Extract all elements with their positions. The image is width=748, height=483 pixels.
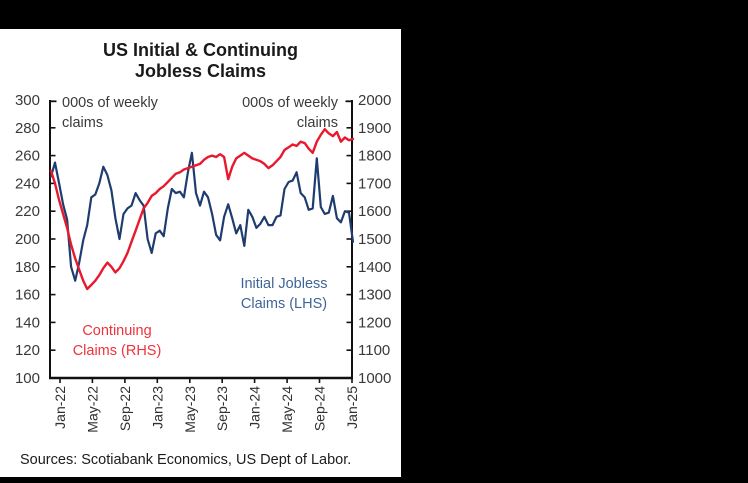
x-axis-tick-label: Jan-25 bbox=[344, 386, 360, 429]
initial-claims-line bbox=[49, 151, 355, 282]
x-axis-tick-label: Sep-22 bbox=[117, 386, 133, 431]
right-axis-tick-label: 1400 bbox=[358, 259, 391, 276]
left-axis-tick-label: 140 bbox=[15, 314, 40, 331]
x-axis-tick-label: May-22 bbox=[84, 386, 100, 433]
initial-claims-series-label: Initial Jobless Claims (LHS) bbox=[240, 276, 328, 312]
left-axis-tick-label: 280 bbox=[15, 120, 40, 137]
right-axis-units-label: 000s of weekly claims bbox=[242, 95, 338, 131]
right-axis-tick-label: 1500 bbox=[358, 231, 391, 248]
left-axis-tick-label: 240 bbox=[15, 175, 40, 192]
left-axis-tick-label: 100 bbox=[15, 370, 40, 387]
left-axis-tick-label: 300 bbox=[15, 92, 40, 109]
right-axis-tick-label: 1900 bbox=[358, 120, 391, 137]
right-axis-tick-label: 1300 bbox=[358, 287, 391, 304]
left-axis-units-label: 000s of weekly claims bbox=[62, 95, 158, 131]
left-axis-tick-label: 260 bbox=[15, 148, 40, 165]
left-axis-tick-label: 180 bbox=[15, 259, 40, 276]
x-axis-tick-label: May-23 bbox=[182, 386, 198, 433]
chart-title: US Initial & Continuing Jobless Claims bbox=[103, 40, 298, 81]
right-axis-tick-label: 1200 bbox=[358, 314, 391, 331]
right-axis-tick-label: 1700 bbox=[358, 175, 391, 192]
left-axis-tick-label: 220 bbox=[15, 203, 40, 220]
x-axis-tick-label: Jan-23 bbox=[149, 386, 165, 429]
x-axis-tick-label: Jan-22 bbox=[52, 386, 68, 429]
right-axis-tick-label: 1800 bbox=[358, 148, 391, 165]
x-axis-tick-label: Jan-24 bbox=[247, 386, 263, 429]
x-axis-tick-label: Sep-24 bbox=[312, 386, 328, 431]
chart-card bbox=[0, 29, 401, 477]
right-axis-tick-label: 1600 bbox=[358, 203, 391, 220]
left-axis-tick-label: 200 bbox=[15, 231, 40, 248]
x-axis-tick-label: May-24 bbox=[279, 386, 295, 433]
left-axis-tick-label: 120 bbox=[15, 342, 40, 359]
right-axis-tick-label: 1100 bbox=[358, 342, 390, 359]
left-axis-tick-label: 160 bbox=[15, 287, 40, 304]
continuing-claims-line bbox=[49, 127, 355, 291]
x-axis-tick-label: Sep-23 bbox=[214, 386, 230, 431]
right-axis-tick-label: 2000 bbox=[358, 92, 391, 109]
right-axis-tick-label: 1000 bbox=[358, 370, 391, 387]
continuing-claims-series-label: Continuing Claims (RHS) bbox=[72, 323, 162, 359]
source-note: Sources: Scotiabank Economics, US Dept o… bbox=[20, 452, 352, 468]
